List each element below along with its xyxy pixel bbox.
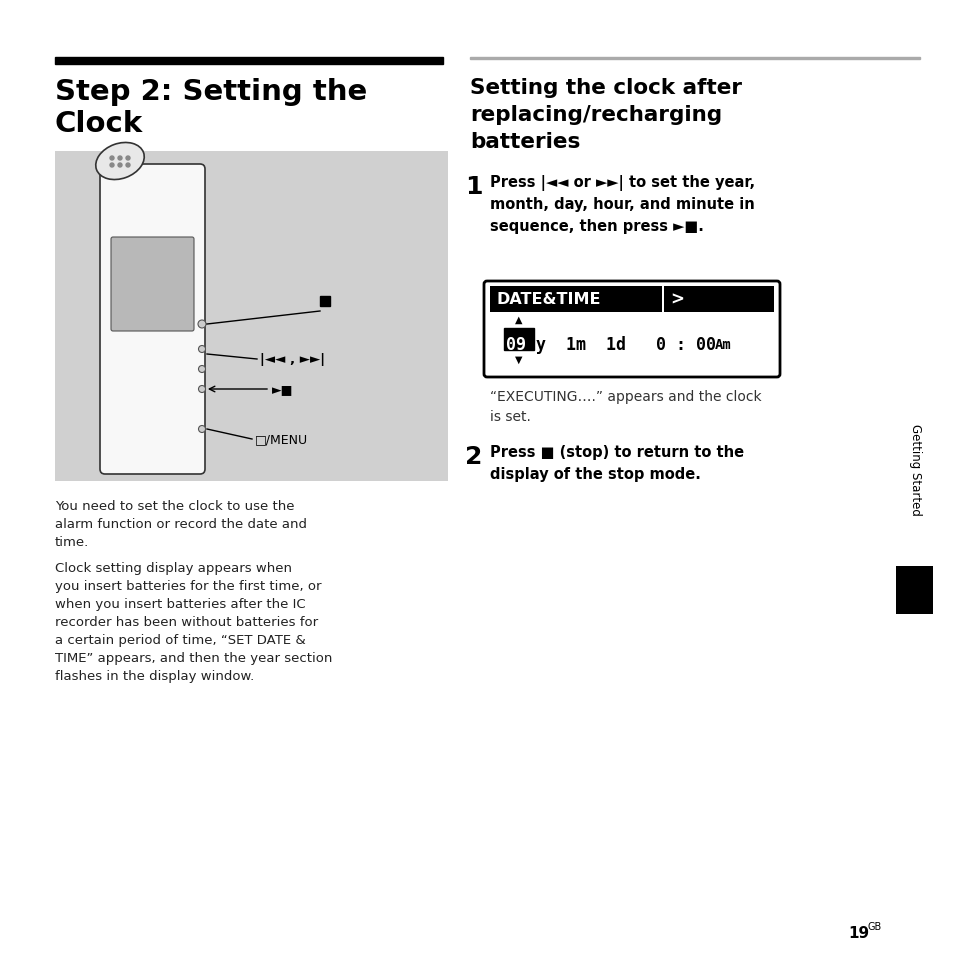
Text: flashes in the display window.: flashes in the display window. xyxy=(55,669,254,682)
Text: ►■: ►■ xyxy=(272,383,294,396)
Text: display of the stop mode.: display of the stop mode. xyxy=(490,467,700,481)
Bar xyxy=(470,57,919,60)
Circle shape xyxy=(126,164,130,168)
Circle shape xyxy=(198,346,205,354)
Text: GB: GB xyxy=(867,921,882,931)
Circle shape xyxy=(198,386,205,393)
Text: You need to set the clock to use the: You need to set the clock to use the xyxy=(55,499,294,513)
Text: when you insert batteries after the IC: when you insert batteries after the IC xyxy=(55,598,305,610)
Text: Am: Am xyxy=(714,337,731,352)
Text: |◄◄ , ►►|: |◄◄ , ►►| xyxy=(260,354,325,366)
Text: batteries: batteries xyxy=(470,132,579,152)
Text: 1: 1 xyxy=(464,174,482,199)
Text: TIME” appears, and then the year section: TIME” appears, and then the year section xyxy=(55,651,332,664)
Text: sequence, then press ►■.: sequence, then press ►■. xyxy=(490,219,703,233)
Text: alarm function or record the date and: alarm function or record the date and xyxy=(55,517,307,531)
Text: month, day, hour, and minute in: month, day, hour, and minute in xyxy=(490,196,754,212)
Text: y  1m  1d   0 : 00: y 1m 1d 0 : 00 xyxy=(536,335,716,354)
Circle shape xyxy=(198,366,205,374)
Text: replacing/recharging: replacing/recharging xyxy=(470,105,721,125)
Bar xyxy=(503,329,534,351)
Text: Step 2: Setting the: Step 2: Setting the xyxy=(55,78,367,106)
Circle shape xyxy=(126,157,130,161)
Text: ▲: ▲ xyxy=(515,314,522,325)
Circle shape xyxy=(118,157,122,161)
Text: 2: 2 xyxy=(464,444,482,469)
Bar xyxy=(55,152,448,481)
FancyBboxPatch shape xyxy=(483,282,780,377)
Text: Getting Started: Getting Started xyxy=(908,424,922,516)
Bar xyxy=(490,287,773,313)
Text: time.: time. xyxy=(55,536,90,548)
Bar xyxy=(895,566,932,615)
Circle shape xyxy=(110,157,113,161)
Text: Clock: Clock xyxy=(55,110,143,138)
Bar xyxy=(55,58,442,65)
Text: DATE&TIME: DATE&TIME xyxy=(497,293,601,307)
Text: ▼: ▼ xyxy=(515,355,522,365)
Text: you insert batteries for the first time, or: you insert batteries for the first time,… xyxy=(55,579,321,593)
Text: recorder has been without batteries for: recorder has been without batteries for xyxy=(55,616,317,628)
Text: Press ■ (stop) to return to the: Press ■ (stop) to return to the xyxy=(490,444,743,459)
Circle shape xyxy=(110,164,113,168)
Text: “EXECUTING….” appears and the clock: “EXECUTING….” appears and the clock xyxy=(490,390,760,403)
Text: Clock setting display appears when: Clock setting display appears when xyxy=(55,561,292,575)
Circle shape xyxy=(198,426,205,433)
Text: a certain period of time, “SET DATE &: a certain period of time, “SET DATE & xyxy=(55,634,305,646)
Circle shape xyxy=(118,164,122,168)
Circle shape xyxy=(198,320,206,329)
Bar xyxy=(319,296,330,307)
Text: >: > xyxy=(669,291,683,309)
Text: is set.: is set. xyxy=(490,410,530,423)
Text: □/MENU: □/MENU xyxy=(254,433,308,446)
Bar xyxy=(661,287,663,313)
Ellipse shape xyxy=(95,143,144,180)
Text: 09: 09 xyxy=(505,335,525,354)
Text: Press |◄◄ or ►►| to set the year,: Press |◄◄ or ►►| to set the year, xyxy=(490,174,755,191)
Text: Setting the clock after: Setting the clock after xyxy=(470,78,741,98)
Text: 19: 19 xyxy=(847,925,868,940)
FancyBboxPatch shape xyxy=(100,165,205,475)
FancyBboxPatch shape xyxy=(111,237,193,332)
